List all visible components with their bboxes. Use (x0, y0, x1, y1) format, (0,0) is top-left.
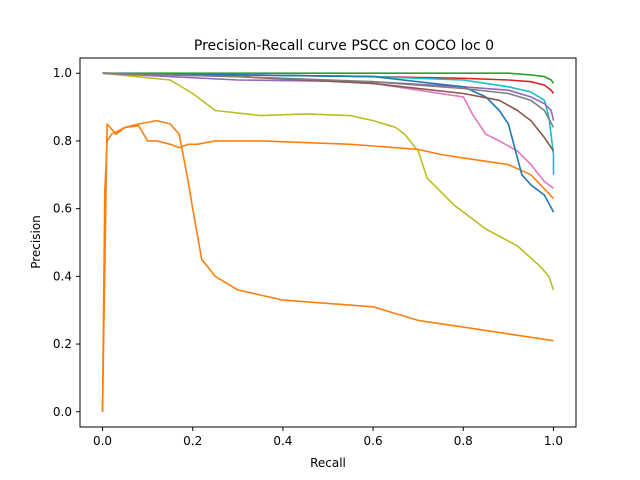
y-tick-label: 0.2 (53, 337, 72, 351)
series-line-9 (102, 72, 555, 213)
series-line-7 (102, 72, 555, 121)
series-line-4 (102, 72, 555, 291)
x-tick-label: 1.0 (544, 434, 563, 448)
y-tick-label: 0.8 (53, 134, 72, 148)
series-line-1 (102, 72, 555, 84)
x-tick-label: 0.0 (93, 434, 112, 448)
series-layer (101, 72, 555, 412)
x-axis: 0.0 0.2 0.4 0.6 0.8 1.0 (93, 427, 563, 448)
y-tick-label: 0.4 (53, 269, 72, 283)
y-tick-label: 1.0 (53, 66, 72, 80)
y-axis-label: Precision (29, 215, 43, 269)
series-line-6 (101, 119, 554, 412)
x-tick-label: 0.6 (364, 434, 383, 448)
y-tick-label: 0.0 (53, 405, 72, 419)
series-line-5 (101, 123, 555, 412)
x-tick-label: 0.2 (183, 434, 202, 448)
chart-title: Precision-Recall curve PSCC on COCO loc … (194, 38, 494, 54)
y-axis: 0.0 0.2 0.4 0.6 0.8 1.0 (53, 66, 80, 419)
series-line-11 (102, 72, 555, 128)
plot-frame (79, 57, 577, 428)
x-tick-label: 0.8 (454, 434, 473, 448)
series-line-10 (102, 72, 555, 152)
x-tick-label: 0.4 (273, 434, 292, 448)
x-axis-label: Recall (310, 456, 346, 470)
y-tick-label: 0.6 (53, 202, 72, 216)
